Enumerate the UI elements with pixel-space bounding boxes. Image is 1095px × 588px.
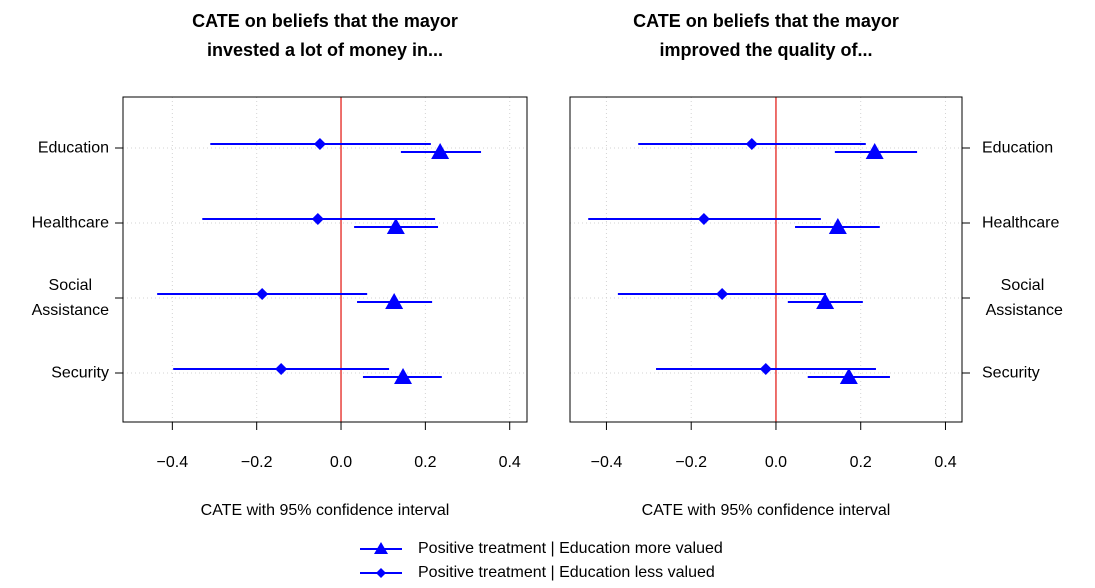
point (839, 368, 858, 384)
chart-title: CATE on beliefs that the mayor (192, 11, 458, 31)
y-tick-label: Security (982, 364, 1040, 382)
point (385, 293, 404, 309)
y-tick-label: Social Assistance (31, 277, 109, 319)
legend-marker (374, 542, 388, 554)
legend-label: Positive treatment | Education more valu… (418, 540, 723, 557)
y-tick-label: Healthcare (982, 214, 1060, 232)
y-tick-label: Education (982, 139, 1054, 157)
x-tick-label: −0.2 (675, 454, 707, 471)
x-tick-label: 0.0 (765, 454, 787, 471)
legend-label: Positive treatment | Education less valu… (418, 564, 715, 581)
x-tick-label: 0.0 (330, 454, 352, 471)
plot-frame (569, 96, 963, 423)
point (745, 138, 758, 150)
x-tick-label: −0.4 (157, 454, 189, 471)
y-tick-label: Security (51, 364, 109, 382)
x-tick-label: 0.2 (414, 454, 436, 471)
chart-title: improved the quality of... (659, 40, 872, 60)
x-axis-label: CATE with 95% confidence interval (642, 502, 891, 519)
chart-title: CATE on beliefs that the mayor (633, 11, 899, 31)
plot-frame (122, 96, 528, 423)
point (386, 218, 405, 234)
point (394, 368, 413, 384)
point (816, 293, 835, 309)
x-tick-label: 0.4 (934, 454, 956, 471)
x-axis-label: CATE with 95% confidence interval (201, 502, 450, 519)
y-tick-label: Healthcare (31, 214, 109, 232)
x-tick-label: 0.2 (850, 454, 872, 471)
point (828, 218, 847, 234)
x-tick-label: 0.4 (499, 454, 521, 471)
point (256, 288, 269, 300)
chart-title: invested a lot of money in... (207, 40, 443, 60)
point (311, 213, 324, 225)
point (865, 143, 884, 159)
y-tick-label: Education (37, 139, 109, 157)
point (697, 213, 710, 225)
point (759, 363, 772, 375)
point (275, 363, 288, 375)
y-tick-label: Social Assistance (985, 277, 1063, 319)
legend-marker (376, 568, 386, 578)
point (313, 138, 326, 150)
point (716, 288, 729, 300)
x-tick-label: −0.4 (591, 454, 623, 471)
point (431, 143, 450, 159)
x-tick-label: −0.2 (241, 454, 273, 471)
